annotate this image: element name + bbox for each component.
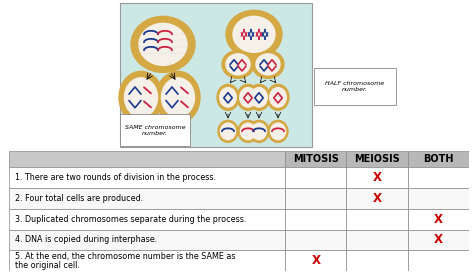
Ellipse shape bbox=[270, 88, 286, 107]
Ellipse shape bbox=[125, 78, 157, 117]
Text: X: X bbox=[434, 213, 443, 226]
Ellipse shape bbox=[226, 10, 282, 58]
Text: MITOSIS: MITOSIS bbox=[293, 154, 339, 164]
Ellipse shape bbox=[240, 123, 255, 139]
Text: 5. At the end, the chromosome number is the SAME as: 5. At the end, the chromosome number is … bbox=[15, 252, 236, 261]
Ellipse shape bbox=[220, 88, 236, 107]
Bar bbox=[285, 188, 346, 209]
Ellipse shape bbox=[256, 54, 280, 75]
Ellipse shape bbox=[217, 84, 239, 110]
Bar bbox=[9, 250, 285, 271]
Text: 2. Four total cells are produced.: 2. Four total cells are produced. bbox=[15, 194, 143, 203]
Text: MEIOSIS: MEIOSIS bbox=[354, 154, 400, 164]
FancyBboxPatch shape bbox=[314, 68, 396, 105]
Ellipse shape bbox=[139, 23, 187, 65]
Ellipse shape bbox=[226, 54, 250, 75]
Bar bbox=[408, 188, 469, 209]
Ellipse shape bbox=[240, 88, 256, 107]
Bar bbox=[285, 209, 346, 230]
Bar bbox=[346, 188, 408, 209]
Ellipse shape bbox=[119, 71, 163, 123]
Text: X: X bbox=[434, 233, 443, 247]
Bar bbox=[9, 209, 285, 230]
Text: X: X bbox=[373, 171, 382, 184]
Text: X: X bbox=[373, 192, 382, 205]
Ellipse shape bbox=[220, 123, 236, 139]
Bar bbox=[408, 209, 469, 230]
Ellipse shape bbox=[233, 16, 275, 52]
Ellipse shape bbox=[251, 88, 267, 107]
Bar bbox=[285, 250, 346, 271]
Bar bbox=[346, 209, 408, 230]
Bar bbox=[120, 3, 312, 147]
Bar bbox=[346, 167, 408, 188]
Ellipse shape bbox=[237, 84, 259, 110]
Bar bbox=[285, 151, 346, 167]
Ellipse shape bbox=[131, 16, 195, 72]
Ellipse shape bbox=[248, 84, 270, 110]
Text: X: X bbox=[311, 254, 320, 267]
Text: 1. There are two rounds of division in the process.: 1. There are two rounds of division in t… bbox=[15, 173, 216, 182]
Bar bbox=[9, 167, 285, 188]
Bar bbox=[9, 151, 285, 167]
Bar bbox=[285, 230, 346, 250]
Bar bbox=[9, 230, 285, 250]
Text: the original cell.: the original cell. bbox=[15, 261, 80, 270]
Bar bbox=[285, 167, 346, 188]
Bar bbox=[408, 151, 469, 167]
Ellipse shape bbox=[156, 71, 200, 123]
Text: HALF chromosome
number.: HALF chromosome number. bbox=[326, 81, 384, 92]
Ellipse shape bbox=[249, 120, 269, 142]
Bar bbox=[346, 250, 408, 271]
Ellipse shape bbox=[268, 120, 288, 142]
Text: 3. Duplicated chromosomes separate during the process.: 3. Duplicated chromosomes separate durin… bbox=[15, 215, 246, 224]
Text: SAME chromosome
number.: SAME chromosome number. bbox=[125, 125, 185, 136]
Ellipse shape bbox=[271, 123, 285, 139]
Ellipse shape bbox=[252, 50, 284, 78]
Bar bbox=[9, 188, 285, 209]
Bar bbox=[346, 230, 408, 250]
Bar bbox=[408, 230, 469, 250]
Bar bbox=[346, 151, 408, 167]
Bar bbox=[408, 167, 469, 188]
Ellipse shape bbox=[267, 84, 289, 110]
Text: 4. DNA is copied during interphase.: 4. DNA is copied during interphase. bbox=[15, 235, 157, 244]
Ellipse shape bbox=[162, 78, 194, 117]
Text: BOTH: BOTH bbox=[423, 154, 454, 164]
FancyBboxPatch shape bbox=[120, 114, 190, 146]
Ellipse shape bbox=[222, 50, 254, 78]
Bar bbox=[408, 250, 469, 271]
Ellipse shape bbox=[252, 123, 266, 139]
Ellipse shape bbox=[238, 120, 258, 142]
Ellipse shape bbox=[218, 120, 238, 142]
